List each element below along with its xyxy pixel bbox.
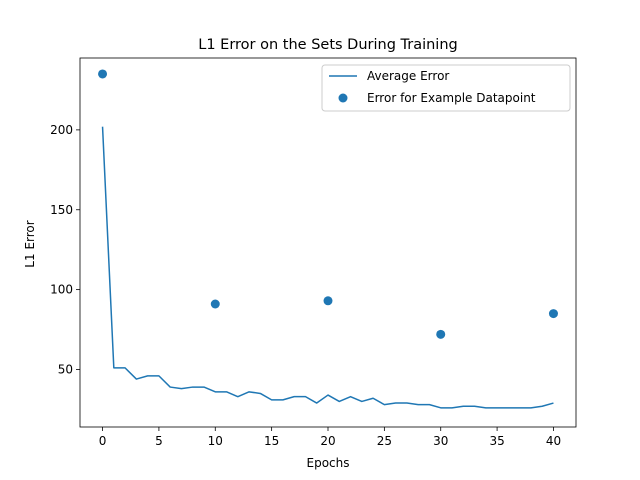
scatter-point	[210, 299, 220, 309]
x-axis-label: Epochs	[307, 456, 350, 470]
x-tick-label: 10	[208, 434, 223, 448]
plot-area: 0 5 10 15 20 25 30 35 40 50 100 150 200	[50, 57, 577, 448]
scatter-point	[98, 69, 108, 79]
x-tick-label: 40	[546, 434, 561, 448]
y-tick-label: 150	[50, 203, 73, 217]
legend-marker-swatch	[338, 93, 348, 103]
y-axis-label: L1 Error	[23, 220, 37, 267]
scatter-point	[436, 329, 446, 339]
legend: Average Error Error for Example Datapoint	[321, 64, 571, 112]
axes-frame	[79, 57, 577, 428]
legend-label: Error for Example Datapoint	[367, 91, 536, 105]
x-tick-label: 20	[320, 434, 335, 448]
scatter-point	[323, 296, 333, 306]
x-tick-label: 30	[433, 434, 448, 448]
legend-label: Average Error	[367, 69, 449, 83]
chart-title: L1 Error on the Sets During Training	[198, 37, 457, 53]
x-tick-label: 0	[99, 434, 107, 448]
x-tick-label: 35	[489, 434, 504, 448]
x-tick-label: 25	[377, 434, 392, 448]
scatter-point	[548, 309, 558, 319]
legend-box	[321, 64, 571, 112]
y-tick-label: 50	[58, 362, 73, 376]
series-line-average-error	[101, 126, 554, 409]
x-tick-label: 5	[155, 434, 163, 448]
y-tick-label: 200	[50, 123, 73, 137]
x-tick-label: 15	[264, 434, 279, 448]
y-tick-label: 100	[50, 283, 73, 297]
